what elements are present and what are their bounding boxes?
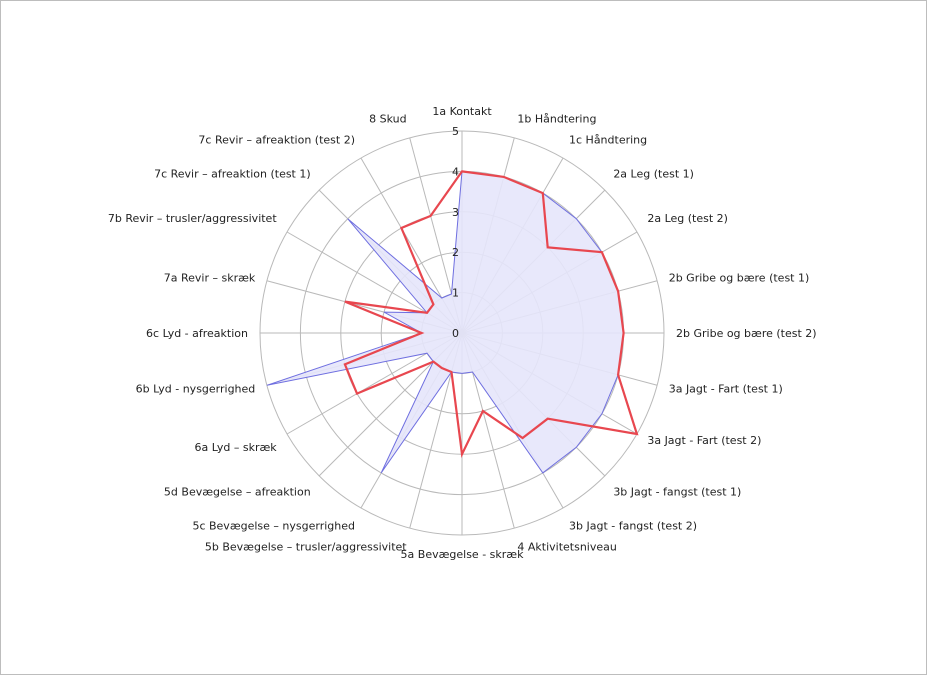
category-label: 5b Bevægelse – trusler/aggressivitet [205,541,407,554]
category-label: 6c Lyd - afreaktion [146,327,248,340]
category-label: 1a Kontakt [432,105,492,118]
category-label: 7a Revir – skræk [164,272,256,285]
category-label: 7b Revir – trusler/aggressivitet [108,212,277,225]
category-label: 1c Håndtering [569,134,647,147]
category-label: 5a Bevægelse - skræk [401,548,525,561]
category-label: 2b Gribe og bære (test 2) [676,327,817,340]
category-label: 3b Jagt - fangst (test 1) [613,485,741,498]
tick-label: 2 [452,246,459,259]
category-label: 3a Jagt - Fart (test 1) [669,382,783,395]
tick-label: 5 [452,125,459,138]
series-2-polygon [343,170,639,459]
tick-label: 1 [452,287,459,300]
category-label: 5d Bevægelse – afreaktion [164,485,311,498]
series-1-polygon [266,170,625,474]
category-label: 3b Jagt - fangst (test 2) [569,519,697,532]
tick-label: 3 [452,206,459,219]
category-label: 2b Gribe og bære (test 1) [669,272,810,285]
tick-label: 0 [452,327,459,340]
category-label: 1b Håndtering [517,112,596,125]
category-label: 4 Aktivitetsniveau [517,541,616,554]
category-label: 7c Revir – afreaktion (test 2) [198,134,355,147]
category-label: 3a Jagt - Fart (test 2) [647,434,761,447]
category-label: 6b Lyd - nysgerrighed [136,382,256,395]
tick-label: 4 [452,165,459,178]
category-label: 8 Skud [369,112,406,125]
category-label: 2a Leg (test 2) [647,212,728,225]
category-label: 7c Revir – afreaktion (test 1) [154,168,311,181]
category-label: 6a Lyd – skræk [195,441,278,454]
category-label: 5c Bevægelse – nysgerrighed [192,519,355,532]
category-label: 2a Leg (test 1) [613,168,694,181]
